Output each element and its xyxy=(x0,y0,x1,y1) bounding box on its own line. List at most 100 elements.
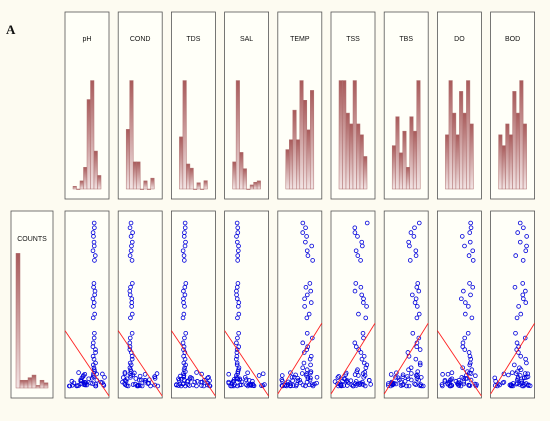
tbs-point xyxy=(398,383,404,388)
sal-point xyxy=(235,315,240,321)
tds-point xyxy=(181,288,186,294)
ph-point xyxy=(76,370,81,375)
tss-point xyxy=(364,220,370,226)
temp-point xyxy=(291,374,297,380)
tbs-point xyxy=(409,377,414,383)
temp-point xyxy=(304,234,309,239)
tbs-bar xyxy=(412,130,417,190)
cond-bar xyxy=(143,180,148,190)
sal-trend-line xyxy=(224,330,269,397)
cond-point xyxy=(137,373,143,379)
tds-bar xyxy=(196,182,201,190)
cond-bar xyxy=(146,188,151,190)
tbs-point xyxy=(409,371,414,376)
tss-point xyxy=(364,304,369,309)
temp-point xyxy=(304,367,310,373)
bod-point xyxy=(521,375,527,381)
tss-point xyxy=(358,350,364,355)
tss-point xyxy=(353,281,359,286)
tbs-point xyxy=(407,243,412,249)
bod-point xyxy=(512,284,518,290)
sal-point xyxy=(226,371,232,377)
temp-bar xyxy=(299,80,304,190)
counts-bar xyxy=(15,253,21,389)
panel-label: A xyxy=(6,22,16,37)
temp-point xyxy=(293,383,299,389)
do-point xyxy=(440,372,445,377)
tss-point xyxy=(343,372,348,377)
tss-point xyxy=(355,253,361,258)
do-point xyxy=(442,379,448,384)
temp-point xyxy=(307,377,313,383)
bod-point xyxy=(510,370,515,375)
temp-point xyxy=(307,281,313,286)
ph-bar xyxy=(86,99,91,190)
ph-bar xyxy=(83,167,88,190)
tss-point xyxy=(336,383,341,389)
tss-point xyxy=(362,373,368,378)
ph-bar xyxy=(76,188,81,190)
ph-point xyxy=(93,381,99,387)
bod-scatter-panel xyxy=(490,210,536,399)
do-point xyxy=(466,383,472,388)
sal-point xyxy=(245,370,250,376)
sal-bar xyxy=(256,180,261,190)
temp-point xyxy=(310,258,315,263)
temp-point xyxy=(308,300,314,305)
cond-point xyxy=(129,258,135,263)
cond-point xyxy=(129,330,135,336)
bod-point xyxy=(500,380,506,386)
tss-point xyxy=(353,344,359,349)
bod-point xyxy=(524,243,529,249)
bod-point xyxy=(523,300,529,305)
bod-point xyxy=(517,239,523,245)
ph-point xyxy=(93,383,98,389)
ph-point xyxy=(90,353,96,359)
cond-point xyxy=(142,372,148,377)
sal-point xyxy=(239,379,245,385)
tds-point xyxy=(182,335,187,341)
cond-point xyxy=(127,292,133,298)
bod-point xyxy=(513,253,518,258)
tss-bar xyxy=(356,123,361,190)
do-point xyxy=(462,347,468,352)
tbs-point xyxy=(416,220,422,226)
tds-point xyxy=(201,377,207,383)
ph-point xyxy=(76,383,82,388)
tss-point xyxy=(352,288,358,294)
bod-point xyxy=(525,371,531,377)
bod-bar xyxy=(505,123,510,190)
temp-point xyxy=(293,372,298,378)
tds-point xyxy=(181,253,187,258)
cond-point xyxy=(143,378,148,383)
sal-point xyxy=(234,360,240,366)
bod-point xyxy=(507,382,513,388)
sal-point xyxy=(260,371,266,377)
do-point xyxy=(468,220,473,226)
cond-point xyxy=(152,382,158,388)
tbs-bar xyxy=(405,167,410,190)
cond-point xyxy=(128,248,134,254)
tbs-point xyxy=(405,374,410,379)
ph-point xyxy=(82,382,88,388)
cond-point xyxy=(154,371,160,376)
bod-bar xyxy=(512,91,517,190)
cond-point xyxy=(152,374,158,379)
cond-point xyxy=(132,370,137,376)
temp-bar xyxy=(289,139,294,190)
do-point xyxy=(468,377,474,383)
tbs-point xyxy=(413,253,419,258)
tds-point xyxy=(206,375,211,380)
ph-point xyxy=(79,375,85,381)
tbs-bar xyxy=(398,152,403,190)
do-point xyxy=(460,365,466,371)
cond-bar xyxy=(132,161,137,190)
cond-point xyxy=(148,383,153,389)
bod-point xyxy=(522,335,528,341)
ph-point xyxy=(91,335,97,341)
cond-bar xyxy=(150,177,155,190)
temp-point xyxy=(304,292,310,298)
bod-point xyxy=(513,330,518,336)
do-point xyxy=(466,253,472,258)
